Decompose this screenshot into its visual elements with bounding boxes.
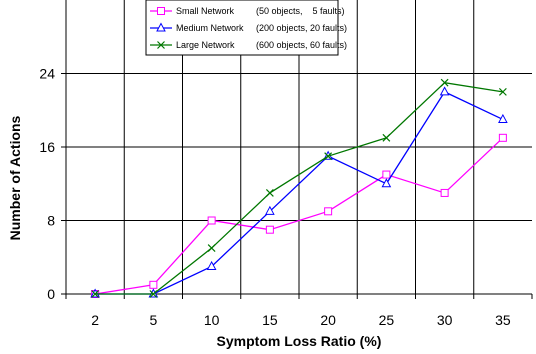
legend-detail: (50 objects, 5 faults) — [256, 6, 345, 16]
x-tick-label: 10 — [204, 312, 220, 328]
x-tick-label: 30 — [437, 312, 453, 328]
data-point-x — [91, 290, 100, 298]
data-point-x — [498, 87, 507, 96]
series-line-triangle — [95, 91, 504, 295]
data-point-x — [324, 152, 333, 161]
data-point-triangle — [439, 86, 450, 96]
data-point-square — [498, 133, 507, 142]
data-point-x — [149, 290, 158, 298]
series-line-x — [95, 81, 503, 295]
legend-marker-x — [157, 41, 165, 49]
y-tick-label: 24 — [39, 66, 55, 82]
data-point-triangle — [381, 178, 392, 188]
data-point-triangle — [498, 113, 508, 123]
legend-label: Large Network — [176, 40, 235, 50]
x-tick-label: 5 — [149, 312, 157, 328]
data-point-square — [149, 280, 158, 289]
legend-detail: (600 objects, 60 faults) — [256, 40, 347, 50]
x-tick-label: 20 — [320, 312, 336, 328]
x-tick-label: 35 — [495, 312, 511, 328]
data-point-square — [440, 188, 449, 197]
legend-box — [145, 0, 339, 56]
x-tick-label: 25 — [379, 312, 395, 328]
y-tick-label: 16 — [39, 139, 55, 155]
legend-marker-square — [157, 7, 165, 15]
data-point-square — [265, 225, 274, 234]
legend-label: Medium Network — [176, 23, 244, 33]
series-line-square — [95, 137, 504, 295]
data-point-square — [207, 216, 216, 225]
data-point-square — [382, 170, 391, 179]
legend-detail: (200 objects, 20 faults) — [256, 23, 347, 33]
data-point-x — [207, 244, 216, 252]
x-axis-title: Symptom Loss Ratio (%) — [217, 333, 382, 349]
x-tick-label: 2 — [91, 312, 99, 328]
x-tick-label: 15 — [262, 312, 278, 328]
data-point-square — [324, 207, 333, 216]
legend: Small Network (50 objects, 5 faults) Mediu… — [145, 0, 347, 56]
legend-marker-triangle — [156, 22, 166, 32]
y-tick-label: 8 — [47, 213, 55, 229]
y-tick-label: 0 — [47, 286, 55, 302]
series-group — [90, 78, 508, 298]
data-point-x — [440, 78, 449, 87]
data-point-triangle — [265, 205, 275, 215]
data-point-x — [382, 133, 391, 142]
data-point-triangle — [206, 260, 217, 270]
data-point-x — [265, 189, 274, 197]
legend-label: Small Network — [176, 6, 235, 16]
y-axis-title: Number of Actions — [7, 115, 23, 240]
